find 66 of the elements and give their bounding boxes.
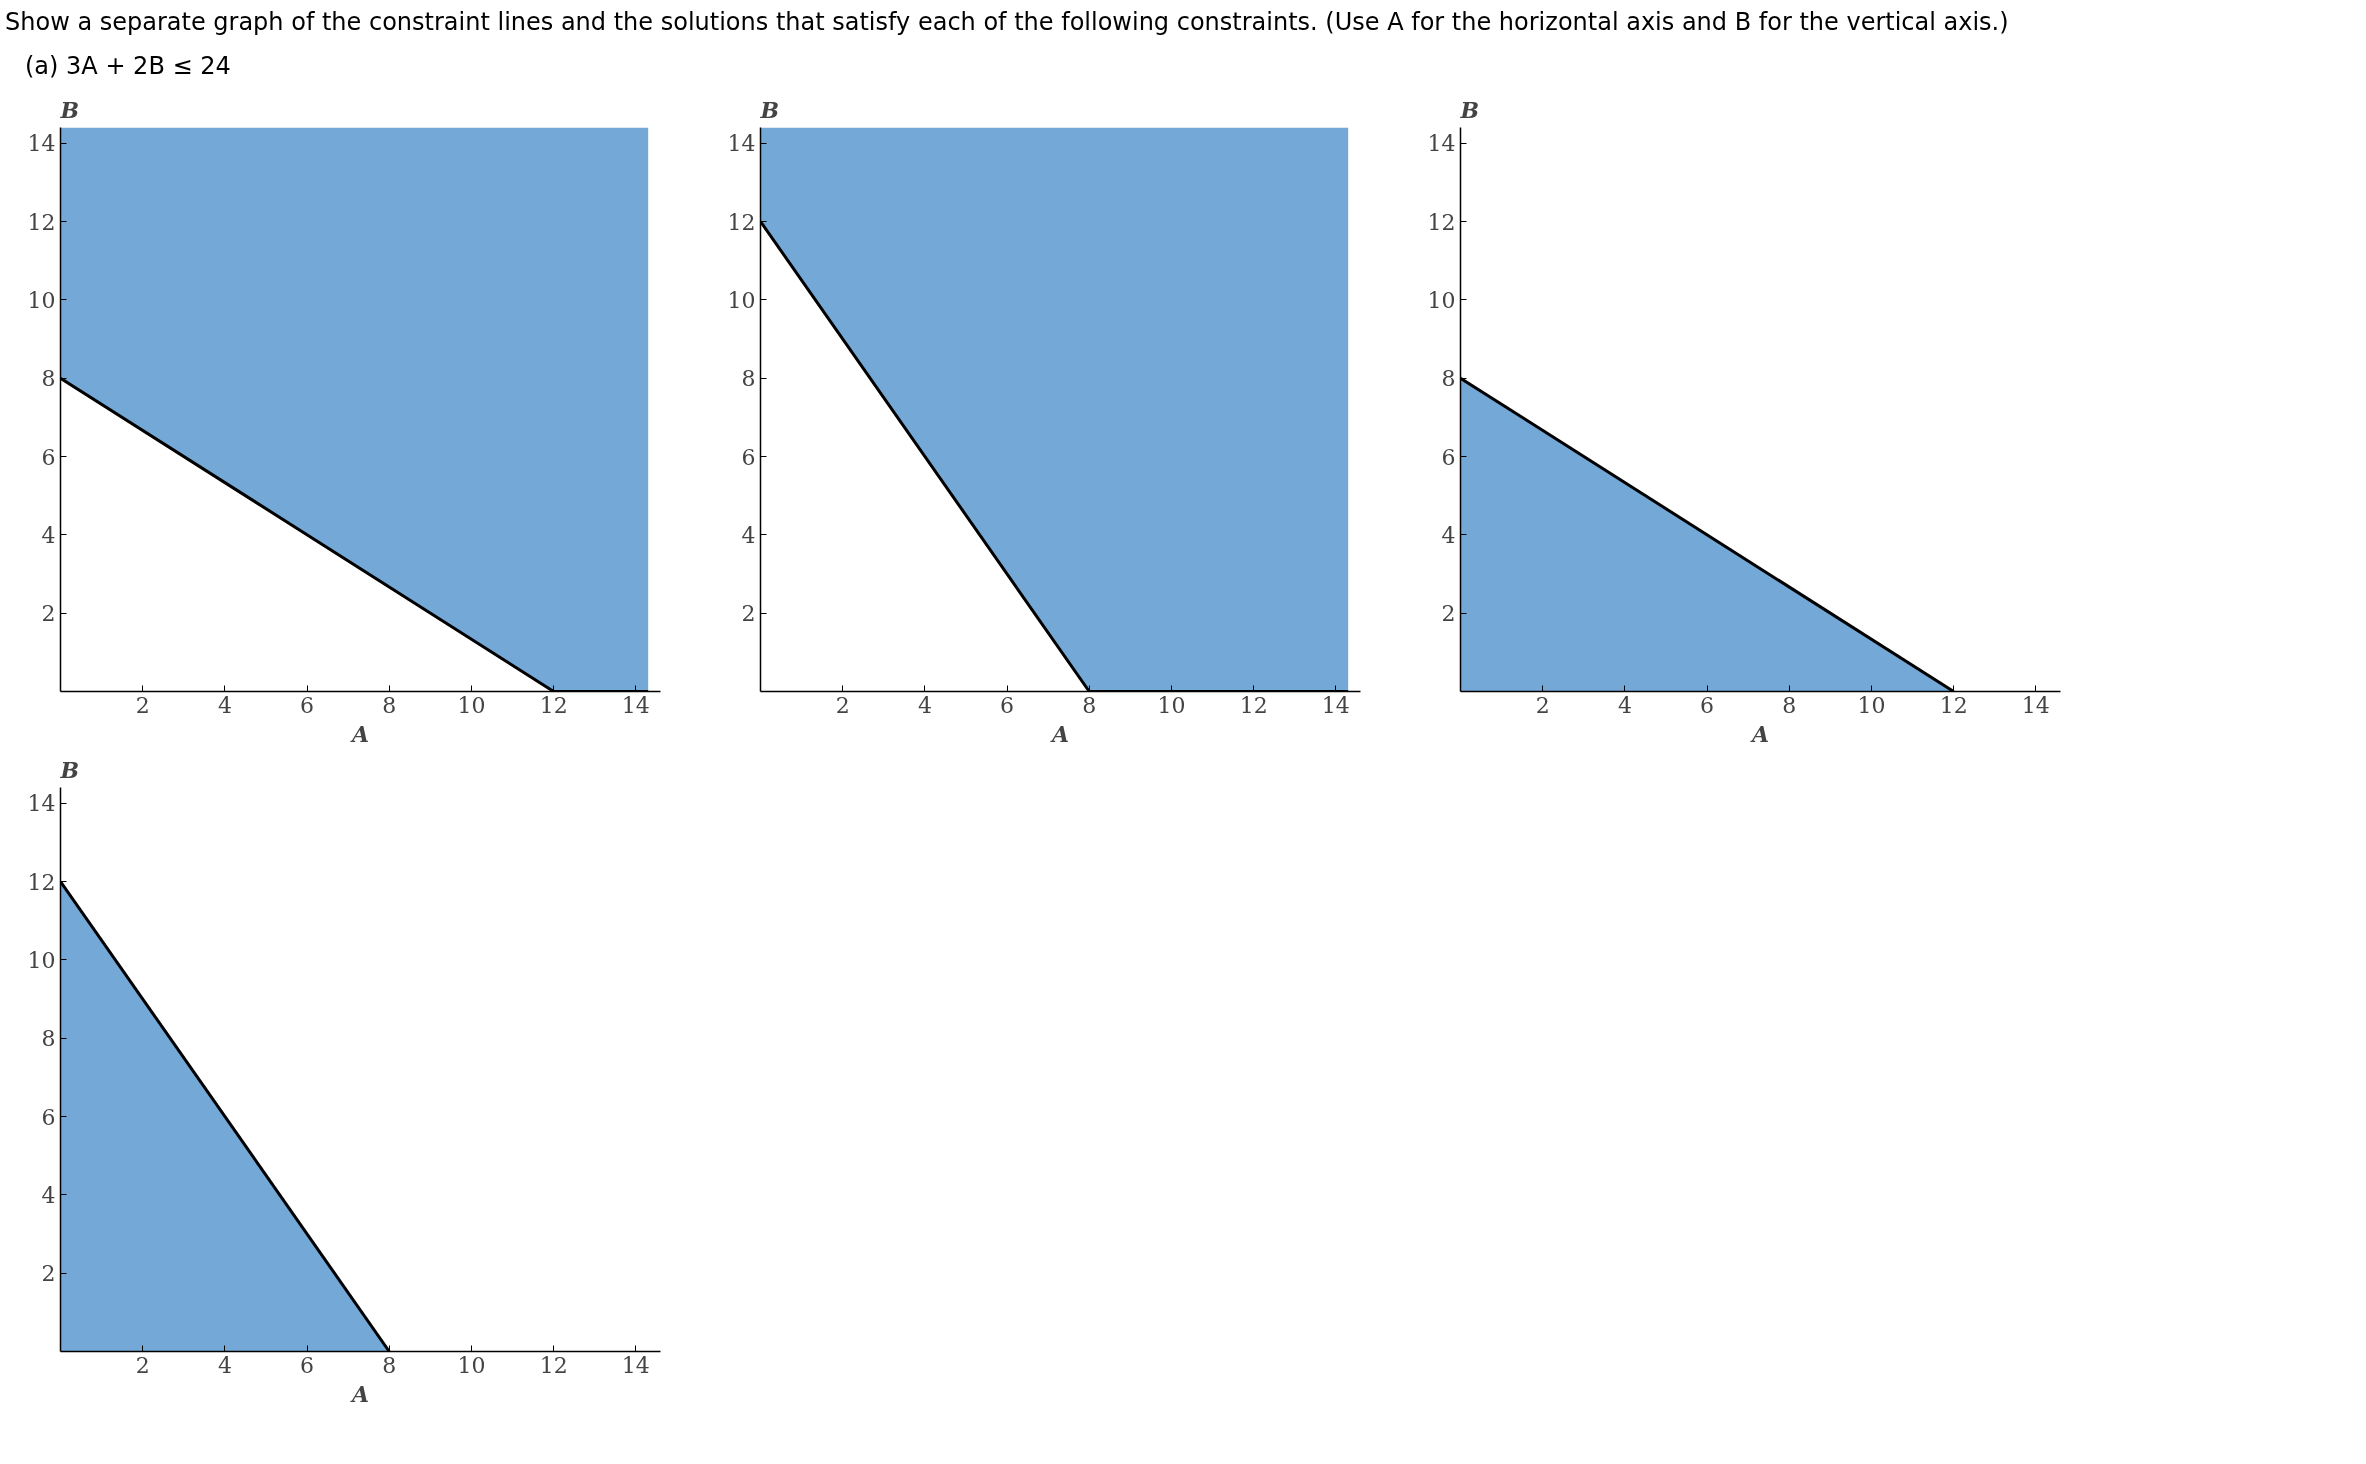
x-tick-label: 10 bbox=[1857, 692, 1886, 718]
x-tick-label: 10 bbox=[1157, 692, 1186, 718]
x-tick-label: 14 bbox=[1321, 692, 1350, 718]
y-tick-label: 2 bbox=[741, 600, 756, 626]
y-tick-label: 4 bbox=[41, 522, 56, 548]
x-tick-label: 12 bbox=[1939, 692, 1968, 718]
y-tick-label: 2 bbox=[41, 600, 56, 626]
y-tick-label: 8 bbox=[1441, 365, 1456, 391]
text: Show a separate graph of the constraint lines and the solutions that satisfy each of the following constraints. (Use A for the horizontal axis and B for the vertical axis.) bbox=[5, 7, 2009, 38]
x-tick-label: 12 bbox=[539, 1352, 568, 1378]
y-tick-label: 6 bbox=[741, 444, 756, 470]
y-tick-label: 12 bbox=[27, 209, 56, 235]
x-tick-label: 12 bbox=[539, 692, 568, 718]
y-tick-label: 4 bbox=[1441, 522, 1456, 548]
x-tick-label: 12 bbox=[1239, 692, 1268, 718]
y-tick-label: 6 bbox=[41, 1104, 56, 1130]
y-axis-title: B bbox=[1459, 96, 1480, 123]
y-tick-label: 4 bbox=[41, 1182, 56, 1208]
x-axis-title: A bbox=[349, 1380, 370, 1407]
x-tick-label: 8 bbox=[1782, 692, 1797, 718]
x-tick-label: 2 bbox=[1535, 692, 1550, 718]
y-tick-label: 2 bbox=[1441, 600, 1456, 626]
x-axis-title: A bbox=[349, 720, 370, 747]
x-tick-label: 8 bbox=[382, 692, 397, 718]
y-tick-label: 6 bbox=[41, 444, 56, 470]
x-tick-label: 10 bbox=[457, 1352, 486, 1378]
y-tick-label: 10 bbox=[727, 287, 756, 313]
y-tick-label: 4 bbox=[741, 522, 756, 548]
y-tick-label: 14 bbox=[27, 790, 56, 816]
x-tick-label: 14 bbox=[2021, 692, 2050, 718]
x-tick-label: 2 bbox=[135, 1352, 150, 1378]
y-axis-title: B bbox=[59, 756, 80, 783]
x-tick-label: 6 bbox=[1700, 692, 1715, 718]
x-tick-label: 8 bbox=[1082, 692, 1097, 718]
x-tick-label: 6 bbox=[300, 1352, 315, 1378]
x-tick-label: 4 bbox=[217, 692, 232, 718]
y-tick-label: 12 bbox=[27, 869, 56, 895]
x-tick-label: 4 bbox=[917, 692, 932, 718]
x-tick-label: 14 bbox=[621, 692, 650, 718]
x-tick-label: 2 bbox=[135, 692, 150, 718]
y-axis-title: B bbox=[759, 96, 780, 123]
x-axis-title: A bbox=[1049, 720, 1070, 747]
x-tick-label: 14 bbox=[621, 1352, 650, 1378]
x-tick-label: 2 bbox=[835, 692, 850, 718]
x-tick-label: 4 bbox=[1617, 692, 1632, 718]
chart-subtitle: (a) 3A + 2B ≤ 24 bbox=[25, 51, 231, 83]
y-axis-title: B bbox=[59, 96, 80, 123]
x-tick-label: 4 bbox=[217, 1352, 232, 1378]
y-tick-label: 14 bbox=[27, 130, 56, 156]
y-tick-label: 10 bbox=[27, 947, 56, 973]
y-tick-label: 14 bbox=[1427, 130, 1456, 156]
x-tick-label: 6 bbox=[300, 692, 315, 718]
y-tick-label: 12 bbox=[1427, 209, 1456, 235]
y-tick-label: 8 bbox=[41, 1025, 56, 1051]
y-tick-label: 8 bbox=[41, 365, 56, 391]
y-tick-label: 8 bbox=[741, 365, 756, 391]
x-tick-label: 10 bbox=[457, 692, 486, 718]
y-tick-label: 14 bbox=[727, 130, 756, 156]
x-tick-label: 8 bbox=[382, 1352, 397, 1378]
y-tick-label: 6 bbox=[1441, 444, 1456, 470]
y-tick-label: 12 bbox=[727, 209, 756, 235]
y-tick-label: 10 bbox=[1427, 287, 1456, 313]
x-tick-label: 6 bbox=[1000, 692, 1015, 718]
y-tick-label: 10 bbox=[27, 287, 56, 313]
x-axis-title: A bbox=[1749, 720, 1770, 747]
y-tick-label: 2 bbox=[41, 1260, 56, 1286]
